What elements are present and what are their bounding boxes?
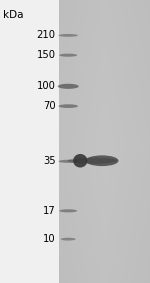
Ellipse shape	[58, 104, 78, 108]
Text: kDa: kDa	[3, 10, 24, 20]
Text: 150: 150	[36, 50, 56, 60]
Ellipse shape	[68, 158, 117, 164]
Text: 100: 100	[37, 81, 56, 91]
Text: 17: 17	[43, 206, 56, 216]
Ellipse shape	[58, 34, 78, 37]
Ellipse shape	[58, 160, 78, 163]
Text: 35: 35	[43, 156, 56, 166]
Text: 210: 210	[36, 30, 56, 40]
Text: 70: 70	[43, 101, 56, 111]
Ellipse shape	[73, 154, 87, 168]
Ellipse shape	[58, 84, 79, 89]
Ellipse shape	[61, 238, 76, 241]
Ellipse shape	[85, 155, 118, 166]
Ellipse shape	[59, 209, 77, 212]
Ellipse shape	[59, 53, 77, 57]
Text: 10: 10	[43, 234, 56, 244]
